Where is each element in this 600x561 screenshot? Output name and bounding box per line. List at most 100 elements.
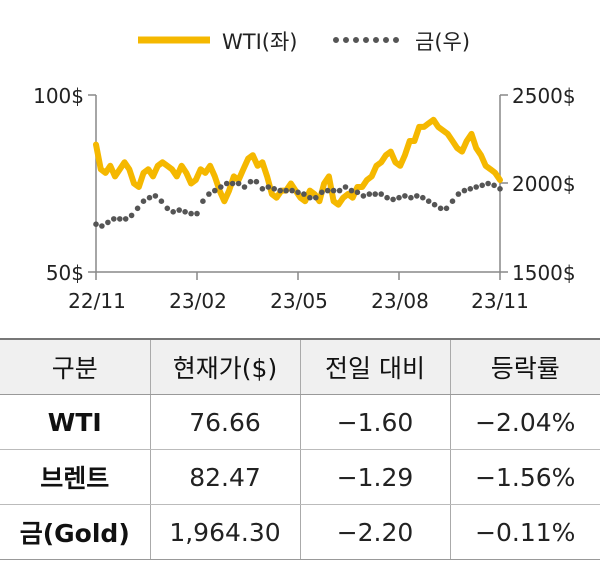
gold-point [324,187,331,194]
y-right-label-1500: 1500$ [512,261,576,285]
gold-point [277,187,284,194]
legend-gold-label: 금(우) [415,30,470,54]
gold-point [330,187,337,194]
cell-price: 76.66 [149,394,300,450]
gold-point [366,191,373,197]
gold-point [431,201,438,208]
gold-point [93,221,99,227]
gold-point [467,186,474,192]
gold-point [218,184,224,190]
gold-point [384,194,390,201]
gold-point [164,205,171,212]
table-row-gold: 금(Gold) 1,964.30 −2.20 −0.11% [0,504,600,560]
header-change: 전일 대비 [299,338,450,395]
header-category: 구분 [0,338,150,395]
gold-point [223,180,230,187]
gold-point [295,189,301,196]
gold-point [461,187,468,194]
cell-rate: −1.56% [449,449,600,505]
price-table: 구분 현재가($) 전일 대비 등락률 WTI 76.66 −1.60 −2.0… [0,338,600,560]
series-dots-gold [93,178,503,229]
gold-point [455,191,462,197]
gold-point [491,182,497,189]
gold-point [402,193,408,199]
legend-wti-label: WTI(좌) [222,30,298,54]
gold-point [414,193,420,199]
gold-point [122,216,129,222]
gold-point [396,194,402,201]
gold-point [449,198,456,204]
gold-point [319,189,325,196]
gold-point [313,194,319,201]
header-rate: 등락률 [449,338,600,395]
gold-point [206,191,212,197]
x-label-2: 23/02 [169,289,227,313]
gold-point [378,191,385,197]
gold-point [146,194,153,201]
gold-point [99,223,105,229]
header-price: 현재가($) [149,338,300,395]
gold-point [443,205,450,212]
y-left-label-50: 50$ [46,261,84,285]
gold-point [307,194,313,201]
gold-point [170,209,176,215]
gold-point [301,191,307,197]
gold-point [497,186,503,192]
gold-point [437,205,444,212]
gold-point [128,212,135,219]
gold-point [212,187,218,194]
cell-name: 금(Gold) [0,504,150,560]
cell-price: 82.47 [149,449,300,505]
gold-point [182,209,188,215]
gold-point [342,184,349,190]
gold-point [289,187,295,194]
gold-point [348,187,355,194]
gold-point [105,219,111,226]
gold-point [253,178,260,185]
y-right-label-2500: 2500$ [512,84,576,108]
gold-point [479,182,486,189]
gold-point [176,207,182,213]
gold-point [473,184,480,190]
gold-point [194,210,200,217]
gold-point [111,216,117,222]
gold-point [372,191,379,197]
x-label-3: 23/05 [270,289,328,313]
oil-gold-chart: WTI(좌) 금(우) 100$ 50$ 2500$ 2000$ 1500$ 2… [33,30,576,313]
gold-point [408,194,414,201]
table-row-brent: 브렌트 82.47 −1.29 −1.56% [0,449,600,505]
table-header-row: 구분 현재가($) 전일 대비 등락률 [0,338,600,395]
x-label-1: 22/11 [68,289,126,313]
gold-point [241,184,248,190]
x-label-5: 23/11 [471,289,529,313]
legend: WTI(좌) 금(우) [138,30,470,54]
cell-name: WTI [0,394,150,450]
cell-name: 브렌트 [0,449,150,505]
y-left-label-100: 100$ [33,84,84,108]
gold-point [229,180,236,187]
gold-point [158,198,165,204]
table-row-wti: WTI 76.66 −1.60 −2.04% [0,394,600,450]
gold-point [117,216,123,222]
gold-point [134,205,141,212]
gold-point [425,198,432,204]
cell-rate: −0.11% [449,504,600,560]
cell-change: −1.29 [299,449,450,505]
cell-rate: −2.04% [449,394,600,450]
gold-point [420,194,426,201]
gold-point [265,184,272,190]
gold-point [247,178,254,185]
gold-point [140,198,147,204]
gold-point [390,196,396,203]
x-label-4: 23/08 [371,289,429,313]
gold-point [336,187,343,194]
cell-change: −2.20 [299,504,450,560]
gold-point [354,189,361,196]
gold-point [485,180,491,187]
gold-point [188,210,194,217]
gold-point [152,193,159,199]
gold-point [283,187,289,194]
cell-price: 1,964.30 [149,504,300,560]
gold-point [235,180,242,187]
cell-change: −1.60 [299,394,450,450]
